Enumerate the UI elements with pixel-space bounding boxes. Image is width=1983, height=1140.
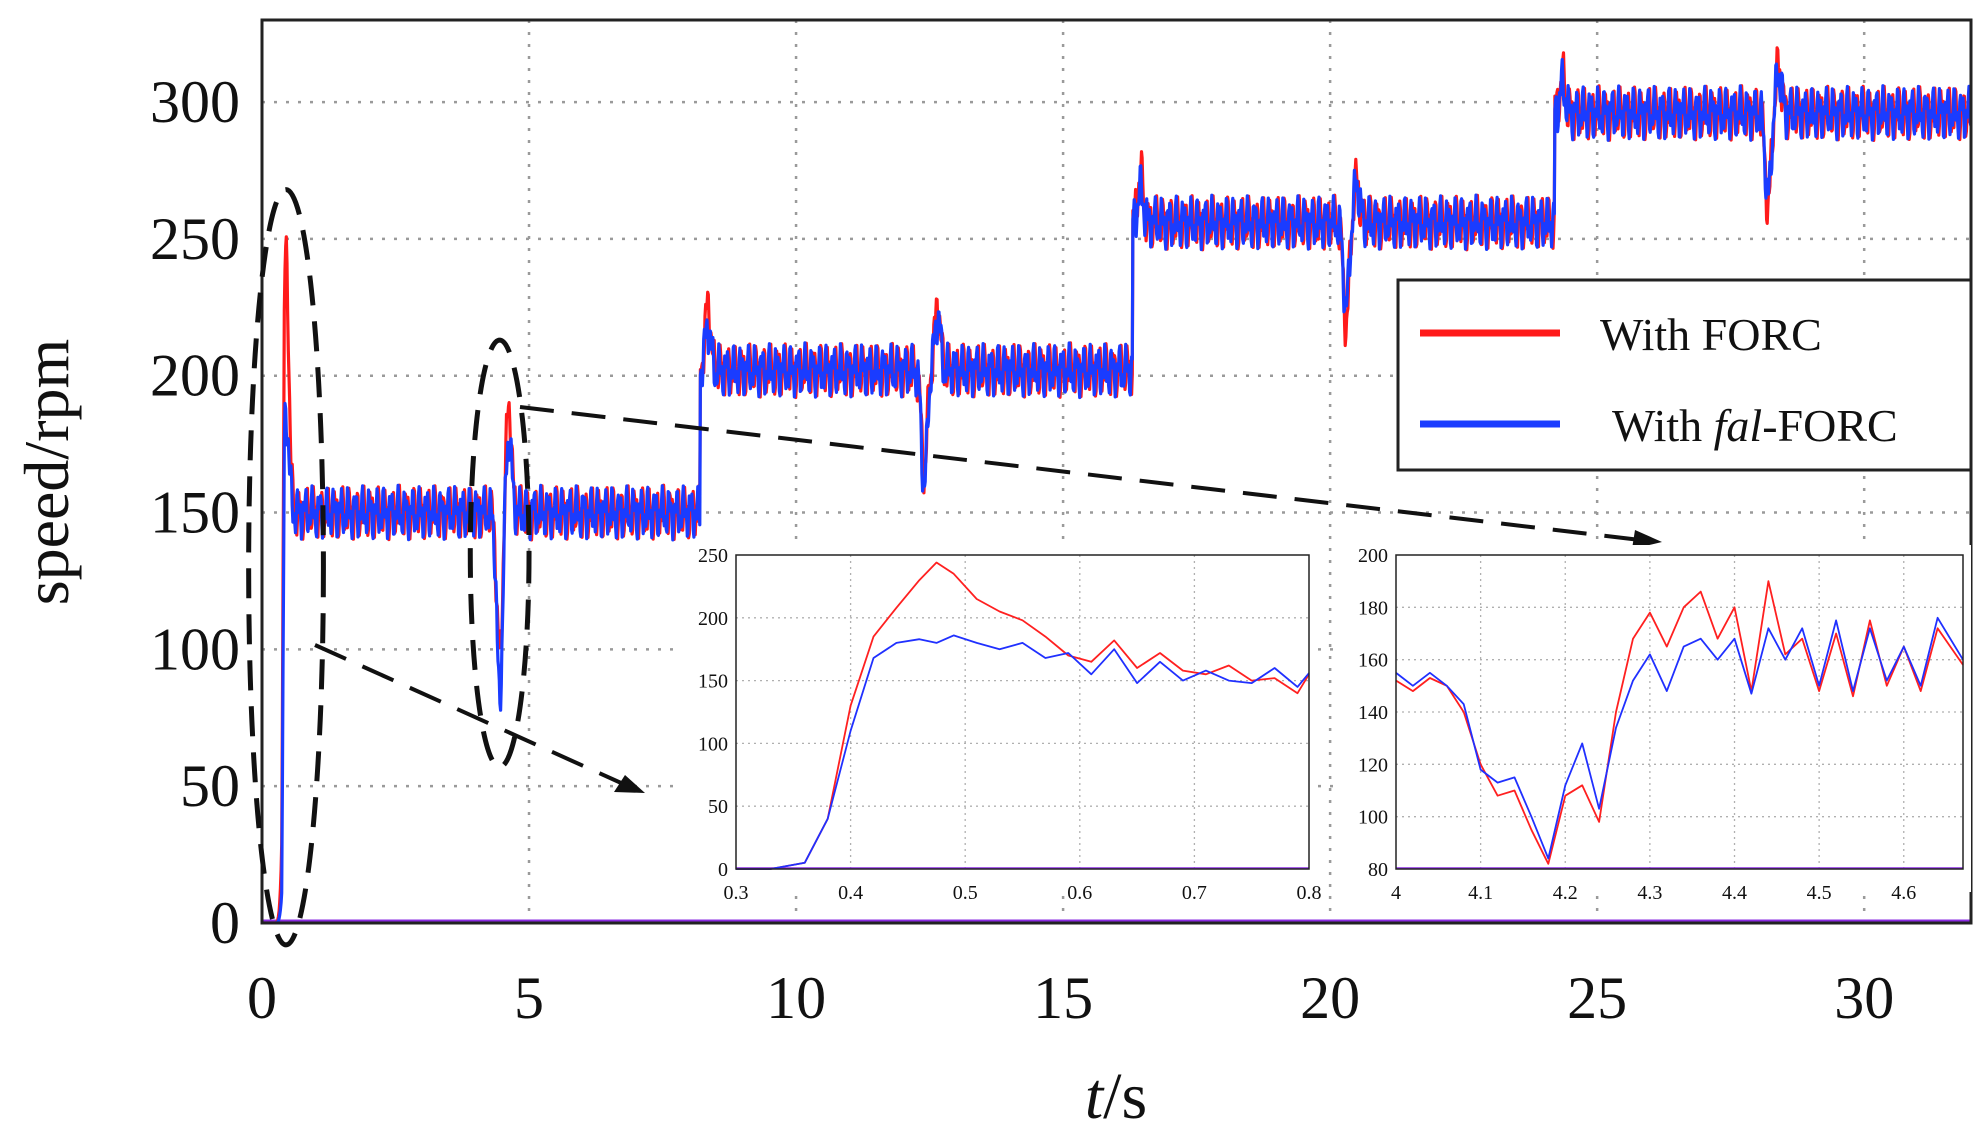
inset-disturbance-x-tick-label: 4 (1391, 882, 1401, 904)
main-y-tick-label: 300 (150, 69, 240, 135)
inset-disturbance-series-fal-forc (1395, 616, 1964, 860)
main-y-tick-label: 50 (180, 753, 240, 819)
x-axis-label-italic: t (1085, 1060, 1105, 1133)
inset-startup-background (680, 545, 1315, 892)
inset-disturbance-y-tick-label: 80 (1368, 859, 1388, 881)
inset-disturbance-y-tick-label: 200 (1358, 545, 1388, 567)
inset-startup-frame (735, 554, 1310, 870)
legend-box (1396, 278, 1973, 472)
inset-disturbance-background (1338, 545, 1971, 892)
main-x-tick-labels: 0 5 10 15 20 25 30 (247, 965, 1894, 1031)
inset-startup-x-tick-label: 0.8 (1297, 882, 1322, 904)
main-x-tick-label: 20 (1300, 965, 1360, 1031)
legend-label-fal-forc: With fal-FORC (1612, 400, 1898, 451)
inset-startup-x-tick-label: 0.4 (838, 882, 863, 904)
main-y-tick-label: 200 (150, 343, 240, 409)
legend-label-fal-forc-suffix: -FORC (1762, 400, 1897, 451)
inset-startup: 0.3 0.4 0.5 0.6 0.7 0.8 0 50 100 150 200 250 (680, 545, 1322, 904)
inset-startup-series (736, 561, 1310, 870)
inset-startup-x-tick-label: 0.7 (1182, 882, 1207, 904)
legend-label-forc: With FORC (1600, 309, 1822, 360)
inset-disturbance-frame (1395, 554, 1964, 870)
inset-startup-x-tick-label: 0.6 (1067, 882, 1092, 904)
main-chart: 0 5 10 15 20 25 30 0 50 100 150 200 250 300 speed/rp… (11, 18, 1973, 1133)
inset-disturbance-y-tick-labels: 80 100 120 140 160 180 200 (1358, 545, 1388, 881)
inset-startup-grid (736, 555, 1309, 869)
inset-startup-x-tick-label: 0.5 (953, 882, 978, 904)
main-y-axis-label: speed/rpm (11, 339, 82, 606)
main-y-tick-label: 150 (150, 480, 240, 546)
inset-disturbance-x-tick-label: 4.4 (1722, 882, 1747, 904)
inset-startup-x-tick-label: 0.3 (724, 882, 749, 904)
inset-disturbance-y-tick-label: 120 (1358, 754, 1388, 776)
inset-disturbance-series (1395, 580, 1964, 869)
main-series-fal-forc (262, 57, 1971, 923)
main-x-tick-label: 15 (1033, 965, 1093, 1031)
inset-disturbance-x-tick-labels: 4 4.1 4.2 4.3 4.4 4.5 4.6 (1391, 882, 1916, 904)
main-x-tick-label: 25 (1567, 965, 1627, 1031)
zoom-arrow-disturbance-head (1632, 530, 1662, 549)
inset-disturbance-x-tick-label: 4.6 (1891, 882, 1916, 904)
inset-disturbance-x-tick-label: 4.2 (1553, 882, 1578, 904)
zoom-ellipse-disturbance (467, 337, 532, 770)
main-x-tick-label: 30 (1834, 965, 1894, 1031)
zoom-arrow-startup-line (314, 643, 631, 789)
main-x-tick-label: 0 (247, 965, 277, 1031)
main-y-tick-labels: 0 50 100 150 200 250 300 (150, 69, 240, 956)
zoom-ellipse-startup (246, 187, 326, 948)
inset-startup-series-fal-forc (736, 634, 1310, 870)
main-x-axis-label: t/s (1085, 1060, 1147, 1133)
inset-startup-series-forc (736, 561, 1310, 870)
inset-startup-x-tick-labels: 0.3 0.4 0.5 0.6 0.7 0.8 (724, 882, 1322, 904)
x-axis-label-unit: /s (1103, 1060, 1147, 1133)
legend-label-fal-forc-italic: fal (1714, 400, 1763, 451)
main-x-tick-label: 10 (766, 965, 826, 1031)
inset-startup-y-tick-label: 150 (698, 671, 728, 693)
inset-startup-y-tick-label: 0 (718, 859, 728, 881)
inset-startup-y-tick-label: 50 (708, 796, 728, 818)
inset-disturbance-x-tick-label: 4.1 (1468, 882, 1493, 904)
legend-label-fal-forc-prefix: With (1612, 400, 1714, 451)
main-series-group (262, 46, 1971, 923)
zoom-arrow-disturbance-line (519, 405, 1641, 542)
zoom-arrow-startup-head (614, 775, 645, 793)
inset-disturbance-y-tick-label: 100 (1358, 807, 1388, 829)
legend: With FORC With fal-FORC (1396, 278, 1973, 472)
inset-startup-y-tick-label: 200 (698, 608, 728, 630)
main-y-tick-label: 100 (150, 616, 240, 682)
inset-disturbance-y-tick-label: 160 (1358, 650, 1388, 672)
main-x-tick-label: 5 (514, 965, 544, 1031)
main-y-tick-label: 250 (150, 206, 240, 272)
inset-disturbance-x-tick-label: 4.3 (1637, 882, 1662, 904)
inset-disturbance: 4 4.1 4.2 4.3 4.4 4.5 4.6 80 100 120 140 160 180 200 (1338, 545, 1971, 904)
inset-disturbance-y-tick-label: 180 (1358, 597, 1388, 619)
main-y-tick-label: 0 (210, 890, 240, 956)
inset-startup-y-tick-label: 100 (698, 733, 728, 755)
inset-startup-y-tick-labels: 0 50 100 150 200 250 (698, 545, 728, 881)
inset-disturbance-y-tick-label: 140 (1358, 702, 1388, 724)
inset-disturbance-x-tick-label: 4.5 (1807, 882, 1832, 904)
inset-startup-y-tick-label: 250 (698, 545, 728, 567)
zoom-annotations (246, 187, 1662, 948)
